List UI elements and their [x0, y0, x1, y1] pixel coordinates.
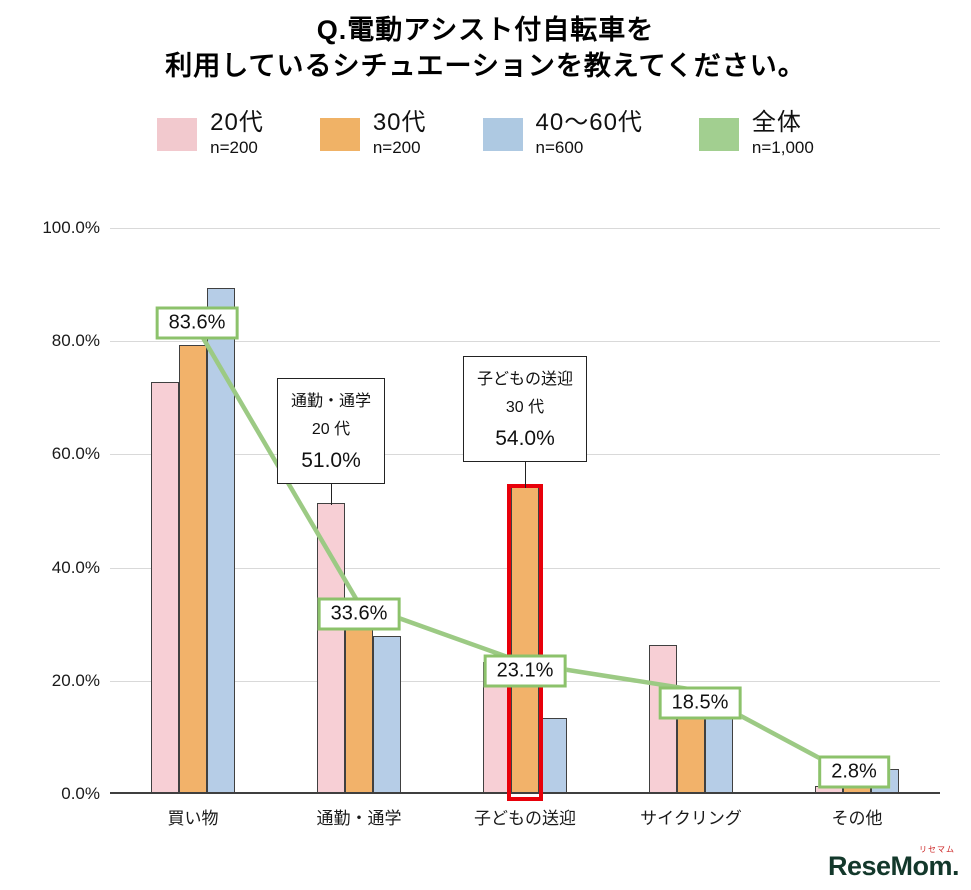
highlight-box [507, 484, 543, 801]
x-axis-category-label: サイクリング [640, 809, 742, 828]
logo-wrap: リセマム ReseMom. [827, 845, 960, 882]
legend-n-20s: n=200 [210, 138, 258, 158]
legend-item-30s: 30代 n=200 [319, 109, 427, 158]
overall-value-label: 2.8% [818, 755, 890, 789]
logo-ruby-text: リセマム [919, 845, 955, 854]
title-line-1: Q.電動アシスト付自転車を [316, 15, 655, 45]
legend-label-20s: 20代 [210, 109, 264, 136]
x-axis-category-label: その他 [831, 809, 883, 828]
overall-value-label: 23.1% [483, 654, 567, 688]
x-axis-category-label: 子どもの送迎 [474, 809, 576, 828]
legend-text: 30代 n=200 [372, 109, 427, 158]
legend-n-total: n=1,000 [751, 138, 814, 158]
y-axis-tick-label: 40.0% [51, 557, 100, 577]
legend-swatch-40-60s [482, 117, 523, 151]
legend-swatch-total [698, 117, 739, 151]
callout-text: 20 代 [311, 421, 351, 438]
bar-20代-通勤・通学 [317, 503, 345, 792]
callout-text: 54.0% [495, 427, 555, 450]
legend-item-total: 全体 n=1,000 [698, 109, 814, 158]
y-axis-tick-label: 60.0% [51, 444, 100, 464]
callout-text: 子どもの送迎 [476, 371, 574, 388]
legend-text: 全体 n=1,000 [751, 109, 814, 158]
y-axis-tick-label: 0.0% [61, 784, 100, 803]
legend-n-30s: n=200 [372, 138, 421, 158]
overall-value-label: 33.6% [317, 597, 401, 631]
legend-label-30s: 30代 [372, 109, 427, 136]
y-axis-tick-label: 100.0% [42, 218, 100, 237]
resemom-logo: リセマム ReseMom. [827, 845, 960, 882]
gridline [110, 228, 940, 229]
legend-text: 20代 n=200 [210, 109, 264, 158]
y-axis-tick-label: 20.0% [51, 670, 100, 690]
bar-40〜60代-サイクリング [705, 712, 733, 792]
plot-area: 通勤・通学 20 代 51.0% 子どもの送迎 30 代 54.0% 83.6% 33.6% 2… [110, 228, 940, 801]
gridline [110, 341, 940, 343]
overall-value-label: 83.6% [155, 306, 239, 340]
legend: 20代 n=200 30代 n=200 40〜60代 n=600 全体 n=1,… [0, 109, 971, 158]
y-axis-tick-label: 80.0% [51, 331, 100, 351]
x-axis-category-label: 通勤・通学 [316, 809, 402, 828]
logo-text: ReseMom. [827, 851, 960, 881]
legend-item-40-60s: 40〜60代 n=600 [482, 109, 643, 158]
bar-30代-買い物 [179, 344, 207, 792]
callout-connector [525, 462, 526, 489]
legend-label-40-60s: 40〜60代 [535, 109, 643, 136]
legend-swatch-20s [157, 117, 198, 151]
bar-30代-通勤・通学 [345, 605, 373, 792]
legend-text: 40〜60代 n=600 [535, 109, 643, 158]
legend-item-20s: 20代 n=200 [157, 109, 264, 158]
callout-box-1: 子どもの送迎 30 代 54.0% [462, 356, 588, 463]
chart-title: Q.電動アシスト付自転車を 利用しているシチュエーションを教えてください。 [0, 12, 971, 85]
callout-box-0: 通勤・通学 20 代 51.0% [276, 378, 386, 485]
callout-text: 30 代 [505, 399, 545, 416]
bar-20代-買い物 [151, 381, 179, 792]
callout-text: 51.0% [301, 449, 361, 472]
bar-40〜60代-通勤・通学 [373, 636, 401, 792]
overall-value-label: 18.5% [658, 686, 742, 720]
legend-n-40-60s: n=600 [535, 138, 584, 158]
x-axis-labels: 買い物 通勤・通学 子どもの送迎 サイクリング その他 [110, 804, 940, 829]
title-line-2: 利用しているシチュエーションを教えてください。 [165, 51, 806, 82]
bar-30代-子どもの送迎 [511, 486, 539, 792]
legend-swatch-30s [319, 117, 360, 151]
callout-text: 通勤・通学 [290, 393, 372, 410]
legend-label-total: 全体 [751, 109, 802, 136]
bar-40〜60代-買い物 [207, 288, 235, 792]
x-axis-category-label: 買い物 [167, 809, 219, 828]
callout-connector [331, 484, 332, 506]
